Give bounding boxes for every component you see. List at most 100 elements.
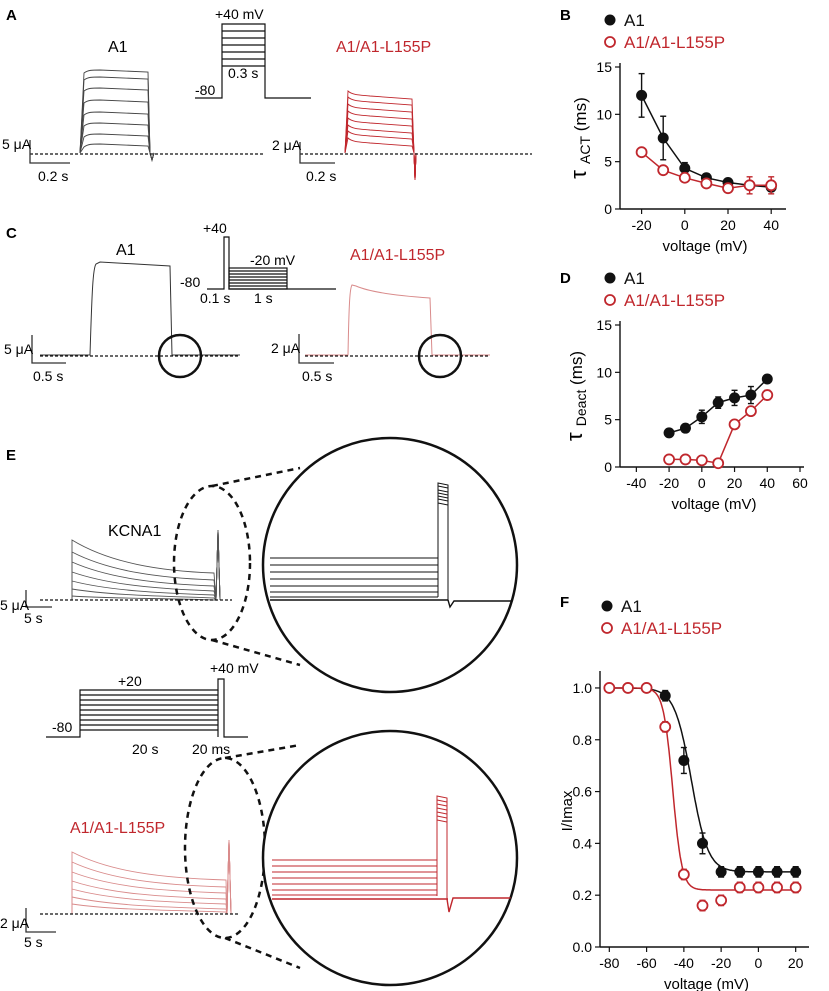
data-point: [745, 389, 757, 401]
legend-marker-wt: [604, 272, 616, 284]
panel-e-mut-scalebar: [25, 908, 56, 933]
y-tick-label: 0: [604, 459, 612, 475]
data-point: [734, 866, 746, 878]
x-axis-label: voltage (mV): [664, 976, 749, 991]
x-tick-label: 40: [763, 217, 779, 233]
data-point: [789, 881, 802, 894]
panel-e-protocol-d1: 20 s: [132, 741, 158, 757]
wt-inactivation-trace: [71, 529, 221, 601]
panel-c-protocol-d2: 1 s: [254, 290, 273, 306]
data-point: [640, 682, 653, 694]
panel-a-protocol-duration: 0.3 s: [228, 65, 258, 81]
data-point: [678, 754, 690, 766]
panel-e-mut-scale-amp: 2 μA: [0, 915, 30, 931]
panel-c-protocol-step: -20 mV: [250, 252, 296, 268]
x-tick-label: -20: [631, 217, 651, 233]
panel-c-wt-highlight-circle: [157, 333, 203, 379]
panel-a-letter: A: [6, 7, 17, 24]
chart-d: 0 5 10 15 -40 -20 0 20 40 60 voltage (mV) τ Deact (…: [562, 269, 808, 513]
series-mut: [603, 682, 802, 912]
data-point: [715, 894, 728, 907]
panel-a-mut-scale-time: 0.2 s: [306, 168, 336, 184]
y-axis-label: τ Deact (ms): [562, 351, 589, 441]
data-point: [722, 182, 734, 195]
mut-current-trace: [344, 130, 417, 181]
wt-current-trace: [79, 99, 155, 162]
x-tick-label: 20: [727, 475, 743, 491]
y-tick-label: 5: [604, 412, 612, 428]
x-tick-label: 20: [720, 217, 736, 233]
series-mut: [663, 389, 774, 470]
panel-e-protocol-mid: +20: [118, 673, 142, 689]
panel-a: A A1 A1/A1-L155P +40 mV -80 0.3 s 5 μA 0…: [2, 6, 532, 184]
data-point: [659, 720, 672, 733]
panel-c-mut-label: A1/A1-L155P: [350, 247, 445, 264]
data-point: [622, 682, 634, 694]
fit-curve: [609, 687, 796, 891]
panel-c-mut-scale-amp: 2 μA: [271, 340, 301, 356]
data-point: [635, 146, 648, 159]
panel-b-letter: B: [560, 7, 571, 24]
y-tick-label: 0.2: [573, 887, 593, 903]
data-point: [696, 411, 708, 423]
y-axis-label: τ ACT (ms): [566, 97, 593, 179]
mut-inactivation-trace: [71, 839, 232, 915]
legend-label: A1/A1-L155P: [624, 291, 725, 310]
panel-e-wt-label: KCNA1: [108, 523, 161, 540]
wt-current-trace: [79, 133, 155, 162]
data-point: [733, 881, 746, 894]
x-tick-label: -60: [636, 955, 656, 971]
y-tick-label: 15: [596, 59, 612, 75]
panel-c-mut-highlight-circle: [417, 333, 463, 379]
y-tick-label: 0.4: [573, 835, 593, 851]
data-point: [697, 837, 708, 849]
panel-e-mut-zoom-traces: [272, 795, 512, 913]
x-tick-label: -20: [659, 475, 679, 491]
panel-c-wt-scale-time: 0.5 s: [33, 368, 63, 384]
series-wt: [663, 373, 773, 439]
panel-a-mut-scale-amp: 2 μA: [272, 137, 302, 153]
x-tick-label: 0: [698, 475, 706, 491]
panel-c-wt-label: A1: [116, 242, 136, 259]
x-tick-label: -20: [711, 955, 731, 971]
panel-c-wt-scalebar: [31, 335, 66, 364]
x-tick-label: 20: [788, 955, 804, 971]
data-point: [752, 866, 764, 878]
panel-a-mut-scalebar: [299, 142, 335, 164]
wt-inactivation-trace: [71, 529, 221, 601]
data-point: [771, 866, 783, 878]
y-axis-label-symbol: τ: [566, 164, 591, 179]
legend-marker-mut: [604, 294, 616, 306]
mut-current-trace: [344, 124, 417, 181]
mut-zoom-tail: [446, 897, 512, 913]
panel-e-wt-scale-amp: 5 μA: [0, 597, 30, 613]
panel-e-mut-zoom-connector-bottom: [224, 936, 301, 970]
panel-a-wt-scalebar: [29, 140, 70, 164]
mut-inactivation-trace: [71, 839, 232, 915]
wt-current-trace: [79, 122, 155, 162]
panel-a-protocol-bottom: -80: [195, 82, 215, 98]
panel-c-protocol: [207, 236, 336, 290]
panel-c-protocol-bottom: -80: [180, 274, 200, 290]
panel-c-mut-scalebar: [298, 334, 334, 364]
series-wt: [603, 682, 802, 878]
panel-e-wt-traces: [71, 529, 221, 602]
y-tick-label: 0.6: [573, 784, 593, 800]
legend-marker-wt: [604, 14, 616, 26]
data-point: [761, 373, 773, 385]
legend-label: A1: [621, 597, 642, 616]
data-point: [700, 177, 713, 190]
x-tick-label: 40: [759, 475, 775, 491]
mut-inactivation-trace: [71, 839, 232, 915]
data-point: [712, 457, 725, 470]
panel-e: E KCNA1 A1/A1-L155P -80 +20 +40 mV: [0, 436, 519, 987]
data-point: [695, 454, 708, 467]
data-point: [679, 453, 692, 466]
wt-inactivation-trace: [71, 529, 221, 602]
panel-e-protocol-right: +40 mV: [210, 660, 259, 676]
legend-marker-mut: [604, 36, 616, 48]
panel-a-wt-traces: [79, 69, 155, 162]
y-tick-label: 15: [596, 317, 612, 333]
data-point: [677, 868, 690, 881]
panel-c-protocol-top: +40: [203, 220, 227, 236]
